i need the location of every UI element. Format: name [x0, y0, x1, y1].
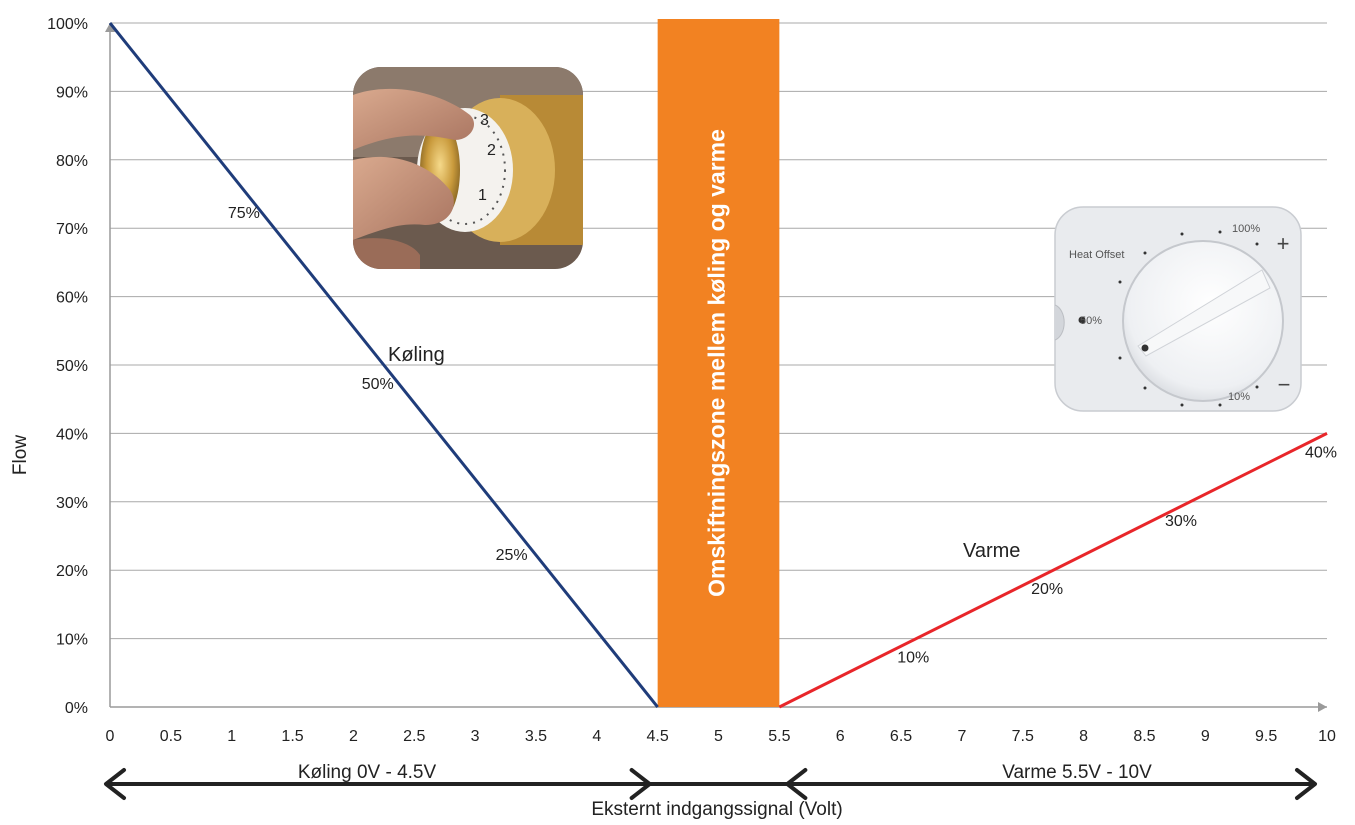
- switch-zone-label: Omskiftningszone mellem køling og varme: [704, 129, 730, 597]
- dial-label-100: 100%: [1232, 223, 1260, 235]
- point-label: 75%: [228, 205, 260, 222]
- y-tick-label: 70%: [56, 221, 88, 238]
- y-tick-label: 60%: [56, 290, 88, 307]
- point-label: 40%: [1305, 444, 1337, 461]
- range-arrowhead-right: [1295, 768, 1317, 800]
- x-tick-label: 3.5: [525, 728, 547, 745]
- x-tick-label: 1.5: [281, 728, 303, 745]
- x-tick-label: 8.5: [1133, 728, 1155, 745]
- point-label: 25%: [496, 547, 528, 564]
- range-arrowhead-right: [629, 768, 652, 800]
- x-tick-label: 5.5: [768, 728, 790, 745]
- x-tick-label: 2: [349, 728, 358, 745]
- x-tick-label: 9.5: [1255, 728, 1277, 745]
- x-tick-label: 4.5: [647, 728, 669, 745]
- y-tick-label: 10%: [56, 632, 88, 649]
- series-label-koling: Køling: [388, 344, 445, 366]
- x-tick-label: 5: [714, 728, 723, 745]
- x-tick-label: 6: [836, 728, 845, 745]
- valve-photo: 2 3 1: [353, 67, 583, 269]
- x-tick-label: 0.5: [160, 728, 182, 745]
- x-tick-label: 7.5: [1012, 728, 1034, 745]
- x-tick-label: 8: [1079, 728, 1088, 745]
- y-tick-label: 0%: [65, 700, 88, 717]
- series-line-koling: [108, 22, 659, 708]
- switch-zone-band: Omskiftningszone mellem køling og varme: [657, 19, 780, 707]
- dial-title: Heat Offset: [1069, 249, 1124, 261]
- range-arrows: Køling 0V - 4.5V Varme 5.5V - 10V: [104, 762, 1317, 800]
- series-lines: Køling Varme: [108, 22, 1328, 709]
- y-tick-label: 100%: [47, 16, 88, 33]
- x-axis-arrow: [1318, 702, 1327, 712]
- dial-plus: +: [1277, 231, 1290, 256]
- point-label: 50%: [362, 376, 394, 393]
- x-tick-label: 10: [1318, 728, 1336, 745]
- point-label: 10%: [897, 650, 929, 667]
- x-tick-label: 1: [227, 728, 236, 745]
- switch-zone-rect: [657, 19, 780, 707]
- y-tick-label: 50%: [56, 358, 88, 375]
- dial-tick-dots: [1118, 230, 1259, 407]
- x-tick-label: 7: [957, 728, 966, 745]
- dial-label-10: 10%: [1228, 391, 1250, 403]
- range-arrowhead-left: [104, 768, 126, 800]
- x-tick-label: 4: [592, 728, 601, 745]
- valve-dial-number: 2: [487, 142, 496, 159]
- x-tick-label: 2.5: [403, 728, 425, 745]
- point-label: 30%: [1165, 513, 1197, 530]
- range-label: Køling 0V - 4.5V: [298, 762, 437, 783]
- dial-minus: −: [1278, 372, 1291, 397]
- x-tick-label: 6.5: [890, 728, 912, 745]
- series-line-varme: [778, 432, 1328, 709]
- point-labels: 75% 50% 25% 10% 20% 30% 40%: [228, 205, 1337, 667]
- valve-dial-number: 3: [480, 112, 489, 129]
- y-axis-ticks: 0% 10% 20% 30% 40% 50% 60% 70% 80% 90% 100%: [47, 16, 88, 717]
- range-label: Varme 5.5V - 10V: [1002, 762, 1152, 783]
- y-axis-title: Flow: [10, 435, 31, 475]
- dial-label-50: 50%: [1080, 315, 1102, 327]
- y-tick-label: 30%: [56, 495, 88, 512]
- x-tick-label: 3: [471, 728, 480, 745]
- heat-offset-dial: Heat Offset 100% 50% 10% + −: [1054, 206, 1302, 412]
- y-tick-label: 40%: [56, 426, 88, 443]
- y-tick-label: 90%: [56, 84, 88, 101]
- point-label: 20%: [1031, 581, 1063, 598]
- range-arrowhead-left: [785, 768, 808, 800]
- series-label-varme: Varme: [963, 540, 1020, 562]
- y-axis-arrow: [105, 23, 115, 32]
- x-tick-label: 0: [106, 728, 115, 745]
- y-tick-label: 80%: [56, 153, 88, 170]
- x-axis-title: Eksternt indgangssignal (Volt): [591, 799, 842, 820]
- x-axis-ticks: 0 0.5 1 1.5 2 2.5 3 3.5 4 4.5 5 5.5 6 6.5 7 7.5 8 8.5 9 9.5…: [106, 728, 1336, 745]
- x-tick-label: 9: [1201, 728, 1210, 745]
- y-tick-label: 20%: [56, 563, 88, 580]
- valve-dial-number: 1: [478, 187, 487, 204]
